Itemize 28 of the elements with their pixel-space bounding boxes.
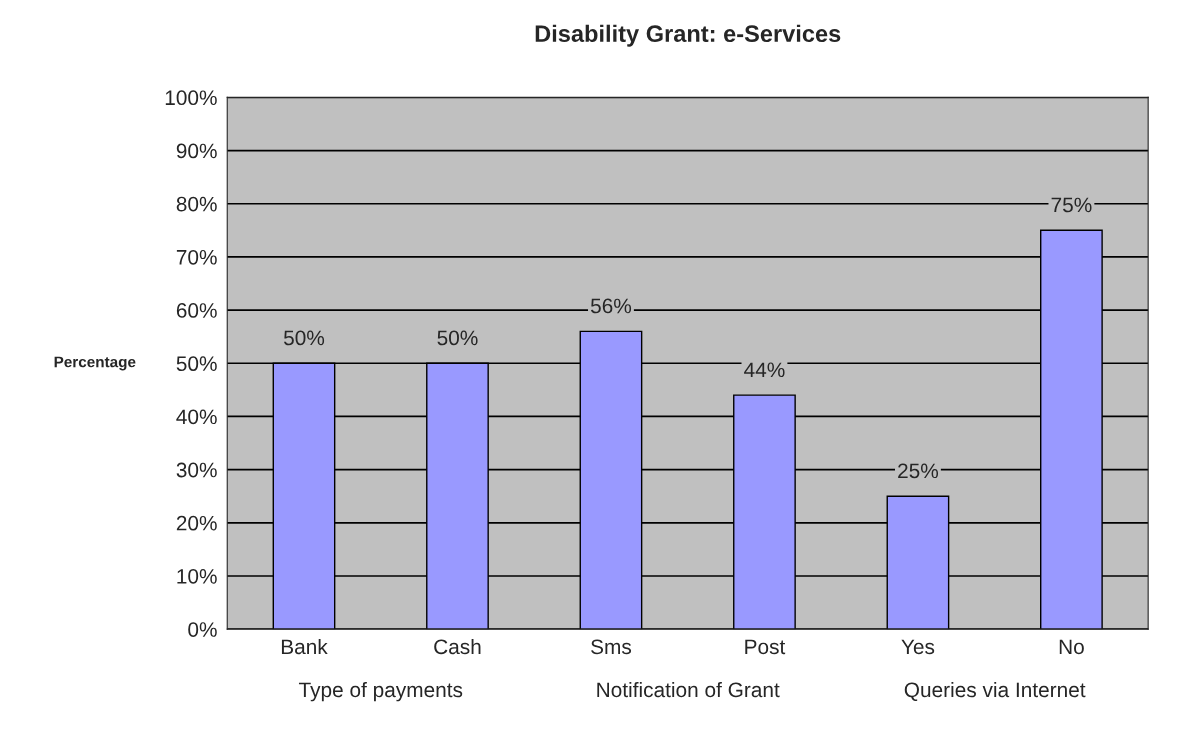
data-label: 44% [744,362,785,378]
y-tick-label: 20% [176,515,217,531]
text: Queries via Internet [904,681,1086,701]
data-label: 25% [898,463,939,479]
y-tick-label: 40% [176,409,217,425]
x-tick-label: Post [745,639,786,655]
y-tick-label: 50% [176,356,217,372]
y-tick-label: 0% [188,622,217,637]
data-label: 50% [437,330,478,346]
y-axis-title: Percentage [54,356,136,371]
text: Notification of Grant [597,681,780,698]
y-tick-label: 10% [177,568,217,584]
x-tick-label: Yes [901,639,935,655]
x-tick-label: Bank [281,638,328,655]
x-tick-label: Cash [434,638,481,655]
text: Type of payments [298,681,463,702]
chart-title: Disability Grant: e-Services [535,24,841,47]
y-tick-label: 70% [176,249,217,265]
data-label: 56% [590,298,632,314]
y-tick-label: 60% [176,303,217,318]
y-tick-label: 80% [176,196,217,212]
y-tick-label: 30% [176,462,217,478]
x-tick-label: Sms [591,639,632,655]
y-tick-label: 100% [165,90,217,106]
y-tick-label: 90% [176,143,217,159]
x-tick-label: No [1059,639,1084,655]
data-label: 75% [1051,197,1092,213]
data-label: 50% [283,330,325,346]
